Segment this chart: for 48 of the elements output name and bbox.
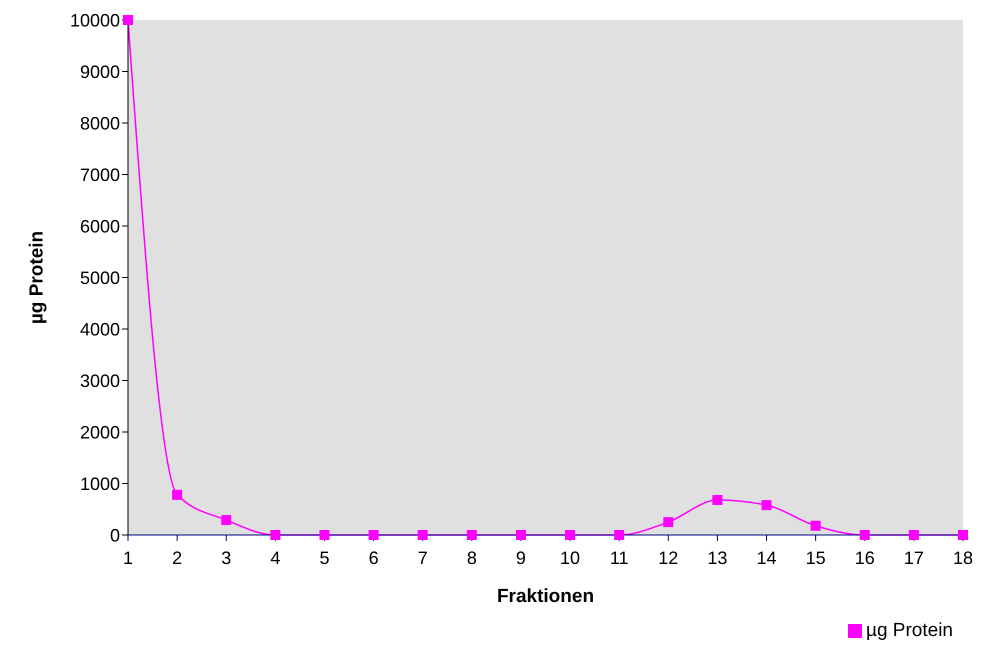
x-tick-label: 16 — [854, 548, 875, 568]
x-tick-label: 13 — [707, 548, 728, 568]
x-tick-label: 9 — [516, 548, 526, 568]
legend-label: µg Protein — [866, 620, 953, 641]
x-tick-label: 17 — [904, 548, 924, 568]
y-tick-label: 2000 — [80, 422, 120, 442]
y-tick-label: 6000 — [80, 216, 120, 236]
y-tick-label: 3000 — [80, 370, 120, 391]
x-tick-label: 8 — [466, 548, 477, 568]
x-tick-label: 7 — [418, 548, 428, 568]
x-tick-label: 18 — [952, 548, 974, 568]
point — [663, 517, 674, 528]
y-axis-title: µg Protein — [26, 230, 48, 324]
point — [319, 530, 330, 540]
point — [368, 530, 379, 540]
point — [172, 490, 182, 500]
point — [712, 494, 722, 505]
y-tick-label: 9000 — [80, 62, 120, 82]
point — [565, 530, 576, 540]
point — [221, 515, 232, 526]
x-tick-label: 15 — [806, 548, 826, 568]
point — [270, 530, 280, 540]
x-tick-label: 4 — [270, 548, 280, 568]
x-tick-label: 3 — [221, 548, 232, 568]
x-tick-label: 1 — [122, 548, 134, 568]
y-tick-label: 0 — [110, 525, 120, 546]
point — [810, 520, 821, 531]
y-tick-label: 5000 — [80, 268, 120, 288]
x-axis-title: Fraktionen — [496, 586, 594, 607]
point — [908, 530, 919, 540]
y-tick-label: 4000 — [80, 319, 120, 340]
x-tick-label: 12 — [658, 548, 678, 568]
x-tick-label: 5 — [319, 548, 330, 568]
y-tick-label: 7000 — [80, 164, 120, 185]
y-tick-label: 10000 — [70, 10, 120, 30]
point — [418, 530, 428, 540]
y-tick-label: 1000 — [80, 474, 120, 494]
point — [516, 530, 526, 540]
x-tick-label: 6 — [368, 548, 379, 568]
point — [762, 500, 772, 510]
x-tick-label: 14 — [756, 548, 777, 568]
y-tick-label: 8000 — [80, 113, 120, 134]
point — [860, 530, 870, 540]
point — [614, 530, 624, 540]
x-tick-label: 2 — [172, 548, 182, 568]
point — [466, 530, 477, 540]
x-tick-label: 10 — [560, 548, 580, 568]
x-tick-label: 11 — [610, 548, 629, 568]
